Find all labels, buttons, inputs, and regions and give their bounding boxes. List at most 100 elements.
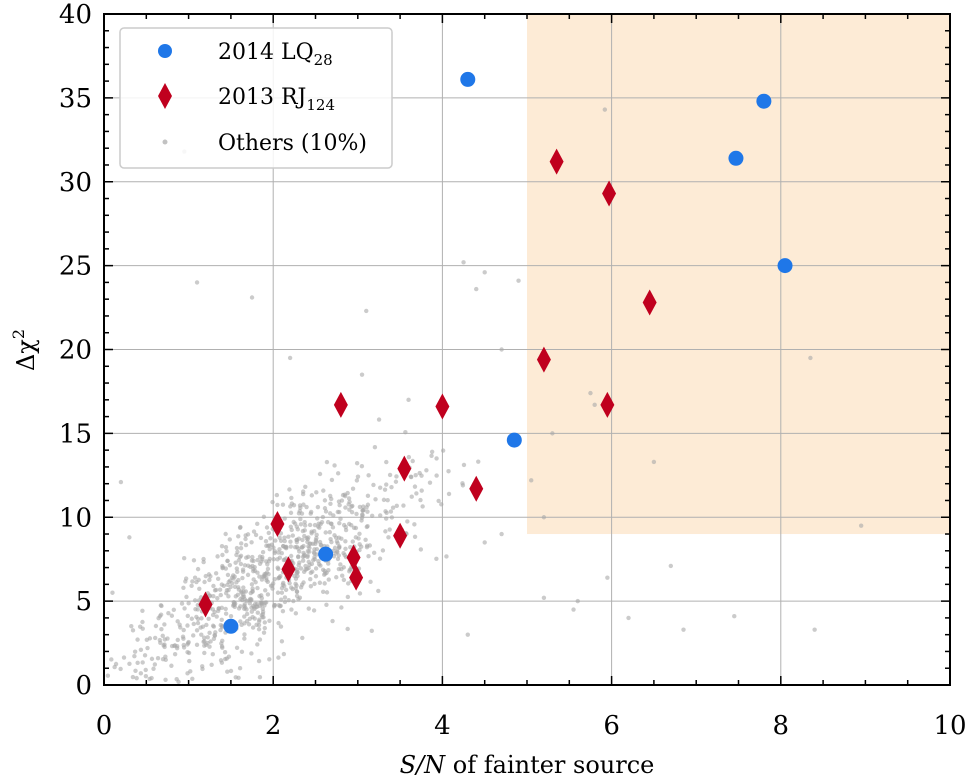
others-point	[427, 480, 433, 485]
others-point	[182, 606, 187, 611]
others-point	[309, 531, 314, 536]
others-point	[275, 590, 281, 595]
others-point	[288, 544, 294, 549]
others-point	[275, 502, 280, 508]
others-point	[306, 535, 311, 540]
others-point	[175, 619, 180, 624]
others-point	[266, 571, 271, 577]
others-point	[205, 635, 210, 640]
others-point	[260, 549, 266, 555]
others-point	[280, 543, 286, 549]
others-point	[365, 509, 370, 514]
others-point	[300, 635, 305, 641]
others-point	[207, 593, 213, 599]
others-point	[434, 556, 439, 562]
others-point	[200, 664, 205, 669]
others-point	[272, 550, 278, 556]
others-point	[149, 656, 155, 662]
axis-ticks	[103, 13, 951, 686]
others-point	[194, 642, 200, 648]
x-tick-label: 2	[265, 711, 282, 741]
others-point	[234, 645, 240, 650]
others-point	[226, 594, 231, 599]
others-point	[140, 660, 145, 665]
others-point	[266, 530, 271, 536]
others-point	[359, 463, 365, 469]
others-point	[239, 649, 245, 655]
others-point	[312, 581, 317, 587]
others-point	[249, 609, 255, 614]
others-point	[388, 509, 394, 514]
others-point	[225, 669, 230, 674]
others-point	[264, 525, 270, 530]
others-point	[255, 521, 260, 527]
others-point	[858, 523, 864, 528]
others-point	[217, 587, 223, 592]
others-point	[132, 653, 137, 659]
highlight-region	[527, 14, 950, 535]
legend-box	[119, 27, 393, 169]
others-point	[140, 619, 145, 625]
others-point	[302, 552, 307, 558]
others-point	[228, 584, 233, 590]
x-axis-title: S/N of fainter source	[400, 751, 655, 779]
others-point	[165, 636, 170, 641]
others-point	[311, 550, 317, 555]
others-point	[248, 598, 254, 603]
others-point	[330, 618, 335, 624]
others-point	[220, 563, 225, 569]
others-point	[571, 607, 576, 612]
others-point	[209, 662, 214, 668]
others-point	[226, 654, 232, 659]
others-point	[588, 390, 593, 396]
others-point	[331, 513, 336, 518]
others-point	[289, 495, 294, 501]
others-point	[219, 624, 225, 630]
others-point	[321, 488, 326, 493]
others-point	[263, 600, 269, 605]
others-point	[366, 553, 371, 559]
others-point	[354, 478, 360, 483]
others-point	[413, 473, 418, 478]
others-point	[264, 559, 269, 564]
others-point	[343, 505, 348, 510]
others-point	[215, 554, 220, 559]
others-point	[249, 295, 255, 300]
others-point	[260, 574, 265, 579]
others-point	[516, 278, 521, 283]
others-point	[347, 499, 352, 505]
others-point	[138, 647, 144, 653]
others-point	[134, 675, 139, 681]
legend-label-lq28: 2014 LQ28	[218, 40, 333, 69]
others-point	[118, 479, 124, 485]
others-point	[651, 459, 657, 465]
others-point	[384, 510, 389, 515]
others-point	[346, 581, 351, 586]
y-tick-label: 25	[59, 252, 92, 282]
others-point	[332, 463, 337, 468]
others-point	[263, 588, 268, 593]
others-point	[225, 558, 230, 564]
others-point	[336, 535, 342, 540]
others-point	[243, 542, 249, 548]
others-point	[324, 459, 330, 465]
others-point	[295, 527, 301, 532]
others-point	[279, 639, 285, 644]
others-point	[275, 557, 280, 562]
others-point	[320, 589, 326, 594]
rj124-point	[469, 475, 484, 502]
others-point	[446, 469, 451, 474]
others-point	[208, 574, 213, 579]
x-tick-label: 6	[603, 711, 620, 741]
others-point	[121, 655, 127, 660]
others-point	[446, 491, 452, 497]
others-point	[302, 523, 308, 528]
others-point	[418, 497, 423, 503]
others-point	[309, 493, 315, 498]
others-point	[278, 597, 284, 602]
others-point	[195, 566, 201, 572]
y-tick-label: 20	[59, 336, 92, 366]
others-point	[196, 598, 202, 603]
others-point	[267, 657, 272, 662]
others-point	[288, 553, 294, 559]
